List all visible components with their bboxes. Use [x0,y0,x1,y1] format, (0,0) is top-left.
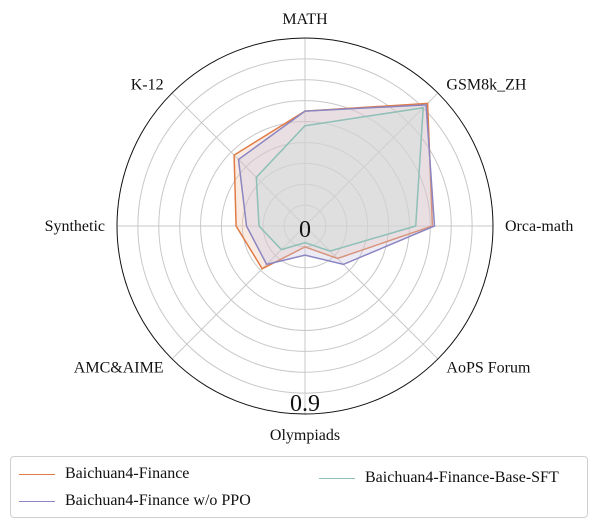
legend-swatch-baichuan4-finance-base-sft [319,477,355,479]
legend-item-baichuan4-finance: Baichuan4-Finance [19,465,189,483]
axis-label-k-12: K-12 [131,77,164,94]
grid-spoke [304,92,439,227]
outer-ring [116,37,494,415]
grid-spoke [171,225,306,360]
axis-label-orca-math: Orca-math [505,218,573,235]
legend-label-baichuan4-finance: Baichuan4-Finance [65,465,190,482]
axis-label-aops-forum: AoPS Forum [446,359,531,376]
series-baichuan4-finance-base-sft [255,106,425,252]
axis-label-synthetic: Synthetic [45,218,105,235]
legend: Baichuan4-Finance Baichuan4-Finance w/o … [10,456,588,518]
tick-label-0: 0 [299,217,311,243]
legend-label-baichuan4-finance-base-sft: Baichuan4-Finance-Base-SFT [365,469,559,486]
legend-label-baichuan4-finance-wo-ppo: Baichuan4-Finance w/o PPO [65,492,251,509]
axis-label-olympiads: Olympiads [270,427,340,444]
axis-label-amc-aime: AMC&AIME [74,359,164,376]
radar-svg: MATH GSM8k_ZH Orca-math AoPS Forum Olympiads… [45,11,574,444]
legend-item-baichuan4-finance-wo-ppo: Baichuan4-Finance w/o PPO [19,492,251,510]
axis-label-gsm8k-zh: GSM8k_ZH [446,77,526,94]
legend-swatch-baichuan4-finance [19,473,55,475]
legend-swatch-baichuan4-finance-wo-ppo [19,500,55,502]
tick-label-max: 0.9 [290,391,320,417]
axis-label-math: MATH [282,11,328,28]
grid-spoke [304,225,439,360]
legend-item-baichuan4-finance-base-sft: Baichuan4-Finance-Base-SFT [319,469,559,487]
radar-chart: MATH GSM8k_ZH Orca-math AoPS Forum Olympiads… [45,11,574,444]
